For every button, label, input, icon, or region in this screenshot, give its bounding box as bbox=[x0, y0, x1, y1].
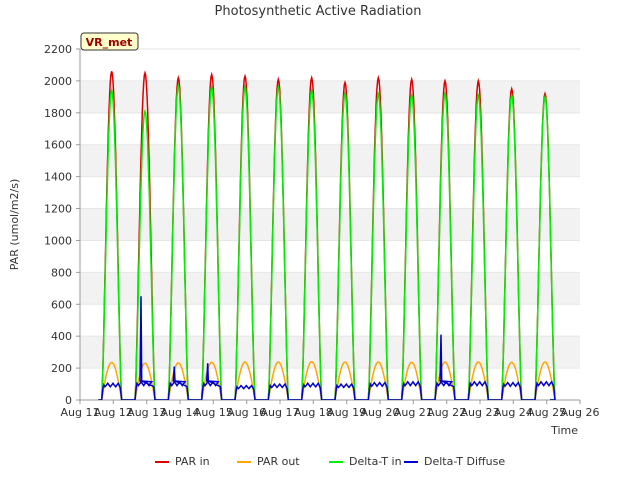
y-tick-label: 1200 bbox=[44, 203, 72, 216]
y-tick-label: 200 bbox=[51, 362, 72, 375]
series-line-delta-t-in bbox=[98, 82, 556, 400]
grid-band bbox=[80, 80, 580, 113]
y-tick-label: 2000 bbox=[44, 75, 72, 88]
x-tick-label: Aug 24 bbox=[494, 406, 533, 419]
legend-label: PAR in bbox=[175, 455, 210, 468]
grid-band bbox=[80, 336, 580, 369]
y-tick-label: 1800 bbox=[44, 107, 72, 120]
series-line-delta-t-diffuse bbox=[98, 296, 556, 400]
grid-band bbox=[80, 272, 580, 305]
x-tick-label: Aug 22 bbox=[427, 406, 466, 419]
y-axis-label: PAR (umol/m2/s) bbox=[8, 179, 21, 271]
y-tick-label: 1600 bbox=[44, 139, 72, 152]
legend-label: Delta-T Diffuse bbox=[424, 455, 505, 468]
x-tick-label: Aug 17 bbox=[261, 406, 300, 419]
x-tick-label: Aug 13 bbox=[127, 406, 166, 419]
grid-band bbox=[80, 144, 580, 177]
x-tick-label: Aug 26 bbox=[561, 406, 600, 419]
y-tick-label: 1400 bbox=[44, 171, 72, 184]
site-badge-label: VR_met bbox=[86, 36, 133, 49]
legend-label: PAR out bbox=[257, 455, 300, 468]
y-tick-label: 1000 bbox=[44, 234, 72, 247]
x-tick-label: Aug 25 bbox=[527, 406, 566, 419]
y-tick-label: 400 bbox=[51, 330, 72, 343]
x-tick-label: Aug 16 bbox=[227, 406, 266, 419]
x-tick-label: Aug 23 bbox=[461, 406, 500, 419]
x-tick-label: Aug 12 bbox=[94, 406, 133, 419]
legend-label: Delta-T in bbox=[349, 455, 402, 468]
y-tick-label: 0 bbox=[65, 394, 72, 407]
x-tick-label: Aug 14 bbox=[161, 406, 200, 419]
x-tick-label: Aug 19 bbox=[327, 406, 366, 419]
grid-band bbox=[80, 208, 580, 241]
chart-title: Photosynthetic Active Radiation bbox=[215, 4, 422, 19]
x-tick-label: Aug 18 bbox=[294, 406, 333, 419]
x-tick-label: Aug 20 bbox=[361, 406, 400, 419]
y-tick-label: 2200 bbox=[44, 43, 72, 56]
x-tick-label: Aug 15 bbox=[194, 406, 233, 419]
x-axis-label: Time bbox=[550, 424, 578, 437]
y-tick-label: 800 bbox=[51, 266, 72, 279]
x-tick-label: Aug 11 bbox=[61, 406, 100, 419]
site-badge bbox=[80, 32, 139, 51]
x-tick-label: Aug 21 bbox=[394, 406, 433, 419]
y-tick-label: 600 bbox=[51, 298, 72, 311]
